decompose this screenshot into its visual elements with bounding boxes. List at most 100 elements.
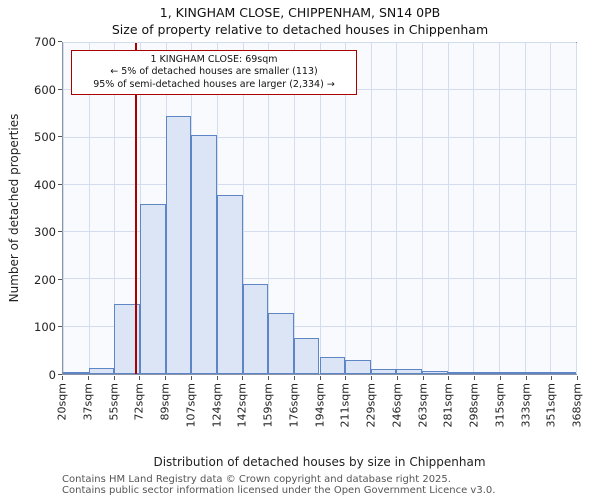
x-tick-mark bbox=[525, 376, 527, 380]
x-tick-label: 72sqm bbox=[132, 383, 146, 421]
x-gridline bbox=[550, 43, 552, 374]
x-tick-label: 229sqm bbox=[364, 383, 378, 428]
x-tick-mark bbox=[216, 376, 218, 380]
x-tick-label: 89sqm bbox=[158, 383, 172, 421]
x-tick-label: 194sqm bbox=[313, 383, 326, 428]
y-tick-label: 200 bbox=[34, 272, 56, 287]
histogram-bar bbox=[293, 337, 320, 374]
histogram-bar bbox=[165, 116, 192, 374]
y-tick-mark bbox=[58, 278, 62, 280]
x-tick-label: 333sqm bbox=[519, 383, 532, 428]
x-tick-label: 298sqm bbox=[467, 383, 481, 428]
x-tick-label: 368sqm bbox=[570, 383, 584, 428]
histogram-bar bbox=[216, 195, 243, 374]
annotation-box: 1 KINGHAM CLOSE: 69sqm ← 5% of detached … bbox=[71, 50, 357, 96]
chart-title: 1, KINGHAM CLOSE, CHIPPENHAM, SN14 0PB bbox=[159, 5, 441, 20]
x-tick-label: 315sqm bbox=[493, 383, 507, 428]
y-tick-mark bbox=[58, 183, 62, 185]
x-tick-mark bbox=[345, 376, 347, 380]
x-tick-mark bbox=[293, 376, 295, 380]
x-tick-mark bbox=[242, 376, 244, 380]
histogram-bar bbox=[370, 369, 397, 374]
annotation-line-1: 1 KINGHAM CLOSE: 69sqm bbox=[150, 54, 278, 65]
x-tick-label: 211sqm bbox=[338, 383, 352, 428]
footer-attribution-2: Contains public sector information licen… bbox=[62, 485, 496, 496]
x-tick-label: 37sqm bbox=[81, 383, 95, 421]
x-tick-mark bbox=[551, 376, 553, 380]
x-tick-label: 281sqm bbox=[441, 383, 455, 428]
plot-area: 1 KINGHAM CLOSE: 69sqm ← 5% of detached … bbox=[62, 42, 577, 375]
chart-subtitle: Size of property relative to detached ho… bbox=[111, 22, 489, 37]
x-tick-mark bbox=[474, 376, 475, 380]
histogram-bar bbox=[345, 359, 371, 374]
x-gridline bbox=[63, 43, 64, 374]
histogram-bar bbox=[473, 372, 500, 374]
x-gridline bbox=[499, 43, 501, 374]
x-tick-label: 124sqm bbox=[210, 383, 223, 428]
y-tick-mark bbox=[58, 136, 62, 138]
histogram-bar bbox=[396, 369, 423, 374]
x-gridline bbox=[293, 43, 295, 374]
y-tick-label: 500 bbox=[34, 130, 56, 145]
y-tick-mark bbox=[58, 41, 62, 42]
y-tick-mark bbox=[58, 326, 62, 328]
x-tick-label: 107sqm bbox=[184, 383, 198, 428]
histogram-bar bbox=[63, 372, 89, 374]
x-tick-label: 263sqm bbox=[416, 383, 429, 428]
x-tick-label: 176sqm bbox=[287, 383, 301, 428]
histogram-bar bbox=[88, 368, 115, 374]
histogram-bar bbox=[268, 312, 294, 374]
x-tick-mark bbox=[87, 376, 89, 380]
x-gridline bbox=[422, 43, 424, 374]
y-tick-label: 100 bbox=[34, 320, 56, 335]
y-tick-label: 700 bbox=[34, 35, 56, 49]
x-gridline bbox=[576, 43, 577, 374]
x-gridline bbox=[370, 43, 372, 374]
x-gridline bbox=[242, 43, 244, 374]
x-tick-label: 246sqm bbox=[390, 383, 404, 428]
x-tick-mark bbox=[371, 376, 372, 380]
x-gridline bbox=[114, 43, 116, 374]
x-tick-mark bbox=[499, 376, 501, 380]
y-gridline bbox=[63, 42, 576, 43]
histogram-bar bbox=[191, 135, 217, 374]
x-tick-mark bbox=[190, 376, 192, 380]
x-gridline bbox=[473, 43, 475, 374]
x-gridline bbox=[88, 43, 90, 374]
x-tick-mark bbox=[396, 376, 398, 380]
annotation-line-2: ← 5% of detached houses are smaller (113… bbox=[110, 66, 318, 78]
y-tick-label: 300 bbox=[34, 225, 56, 240]
histogram-bar bbox=[139, 203, 166, 374]
histogram-bar bbox=[422, 370, 448, 374]
x-tick-mark bbox=[62, 376, 63, 380]
x-gridline bbox=[447, 43, 449, 374]
x-tick-mark bbox=[319, 376, 321, 380]
x-gridline bbox=[345, 43, 347, 374]
x-tick-mark bbox=[448, 376, 450, 380]
histogram-bar bbox=[550, 372, 576, 374]
histogram-bar bbox=[524, 372, 551, 374]
x-tick-mark bbox=[577, 376, 578, 380]
x-gridline bbox=[319, 43, 321, 374]
x-gridline bbox=[524, 43, 526, 374]
x-tick-label: 159sqm bbox=[261, 383, 275, 428]
x-tick-mark bbox=[139, 376, 141, 380]
x-tick-mark bbox=[113, 376, 115, 380]
x-tick-mark bbox=[268, 376, 269, 380]
footer-attribution-1: Contains HM Land Registry data © Crown c… bbox=[62, 474, 451, 485]
x-tick-label: 55sqm bbox=[107, 383, 120, 421]
x-tick-label: 20sqm bbox=[55, 383, 69, 421]
x-gridline bbox=[268, 43, 270, 374]
y-tick-label: 0 bbox=[48, 368, 56, 382]
y-tick-label: 600 bbox=[34, 82, 56, 97]
y-axis-labels: 0 100 200 300 400 500 600 700 bbox=[0, 35, 62, 382]
y-tick-mark bbox=[58, 374, 62, 375]
histogram-bar bbox=[447, 372, 474, 374]
x-tick-label: 351sqm bbox=[544, 383, 558, 428]
histogram-bar bbox=[242, 284, 269, 374]
histogram-bar bbox=[499, 372, 525, 374]
x-tick-mark bbox=[422, 376, 424, 380]
x-axis-labels: 20sqm 37sqm 55sqm 72sqm 89sqm 107sqm 124sqm 142… bbox=[56, 376, 584, 434]
annotation-line-3: 95% of semi-detached houses are larger (… bbox=[93, 78, 335, 90]
